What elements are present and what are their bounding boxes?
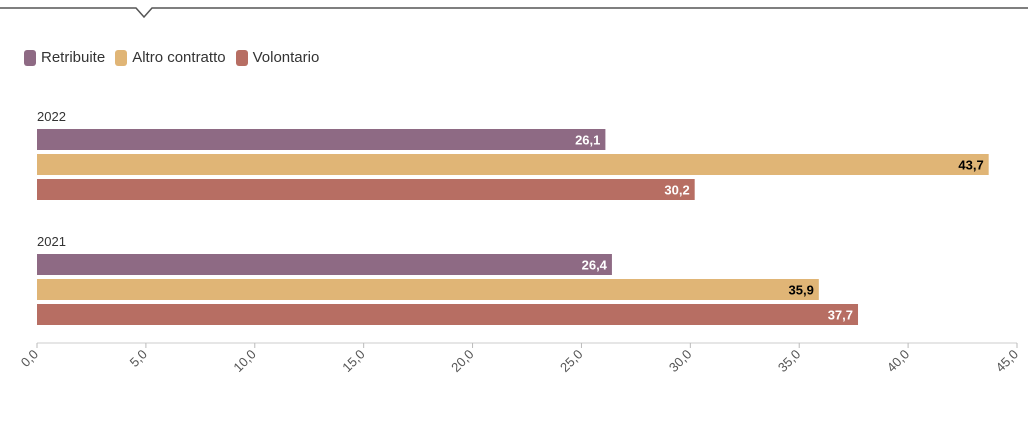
legend-item-volontario[interactable]: Volontario (235, 49, 320, 66)
bar (37, 129, 606, 150)
x-tick-label: 40,0 (884, 347, 913, 376)
bar-value-label: 35,9 (789, 283, 814, 298)
bar-value-label: 26,1 (575, 133, 600, 148)
x-tick-label: 0,0 (18, 347, 41, 370)
legend-label: Retribuite (41, 49, 106, 66)
legend-item-retribuite[interactable]: Retribuite (24, 49, 105, 66)
legend-item-altro-contratto[interactable]: Altro contratto (115, 49, 226, 66)
x-tick-label: 45,0 (993, 347, 1022, 376)
bar-value-label: 43,7 (958, 158, 983, 173)
legend: Retribuite Altro contratto Volontario (24, 49, 319, 66)
legend-swatch (115, 49, 128, 66)
bar-value-label: 26,4 (582, 258, 608, 273)
bar (37, 279, 819, 300)
group-label: 2021 (37, 234, 66, 249)
x-tick-label: 20,0 (448, 347, 477, 376)
bar (37, 154, 989, 175)
x-tick-label: 25,0 (557, 347, 586, 376)
legend-swatch (235, 49, 248, 66)
legend-label: Volontario (252, 49, 320, 66)
x-tick-label: 15,0 (339, 347, 368, 376)
x-tick-label: 30,0 (666, 347, 695, 376)
x-tick-label: 35,0 (775, 347, 804, 376)
bar-value-label: 37,7 (828, 308, 853, 323)
x-tick-label: 10,0 (230, 347, 259, 376)
bar (37, 254, 612, 275)
header-tab-line (0, 7, 1028, 19)
bar-value-label: 30,2 (664, 183, 689, 198)
legend-label: Altro contratto (132, 49, 226, 66)
legend-swatch (24, 49, 36, 66)
bar (37, 304, 859, 325)
bar (37, 179, 695, 200)
group-label: 2022 (37, 109, 66, 124)
x-tick-label: 5,0 (127, 347, 150, 370)
